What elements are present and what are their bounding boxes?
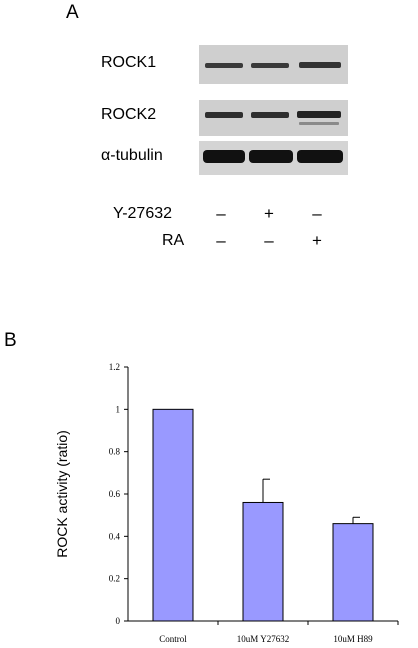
bar bbox=[332, 523, 374, 622]
treatment-sign: + bbox=[312, 231, 322, 250]
x-tick-label: 10uM Y27632 bbox=[237, 634, 289, 644]
y-tick-label: 0.4 bbox=[109, 531, 121, 541]
bar-chart: 0 0.2 0.4 0.6 0.8 1 1.2 Control 10uM Y27632 10uM … bbox=[109, 362, 399, 644]
y-tick-label: 0 bbox=[116, 616, 121, 626]
western-blot-rock2 bbox=[199, 100, 348, 136]
bar bbox=[152, 408, 194, 622]
y-tick-label: 0.8 bbox=[109, 447, 121, 457]
y-tick-label: 1 bbox=[116, 404, 121, 414]
blot-label-rock1: ROCK1 bbox=[101, 54, 157, 71]
panel-b-letter: B bbox=[4, 330, 17, 351]
western-blot-rock1 bbox=[199, 45, 348, 84]
treatment-sign: + bbox=[264, 204, 274, 223]
blot-label-rock2: ROCK2 bbox=[101, 106, 157, 123]
y-tick-label: 0.6 bbox=[109, 489, 121, 499]
y-tick-label: 1.2 bbox=[109, 362, 120, 372]
treatment-label-ra: RA bbox=[162, 232, 185, 249]
treatment-sign: – bbox=[312, 204, 322, 223]
treatment-label-y27632: Y-27632 bbox=[113, 205, 173, 222]
western-blot-tubulin bbox=[199, 141, 348, 175]
x-tick-label: 10uM H89 bbox=[333, 634, 373, 644]
y-tick-label: 0.2 bbox=[109, 574, 120, 584]
panel-a-letter: A bbox=[66, 2, 79, 23]
blot-label-tubulin: α-tubulin bbox=[101, 147, 163, 164]
x-tick-label: Control bbox=[159, 634, 187, 644]
treatment-sign: – bbox=[264, 231, 274, 250]
bar bbox=[242, 501, 284, 622]
treatment-sign: – bbox=[216, 204, 226, 223]
treatment-sign: – bbox=[216, 231, 226, 250]
